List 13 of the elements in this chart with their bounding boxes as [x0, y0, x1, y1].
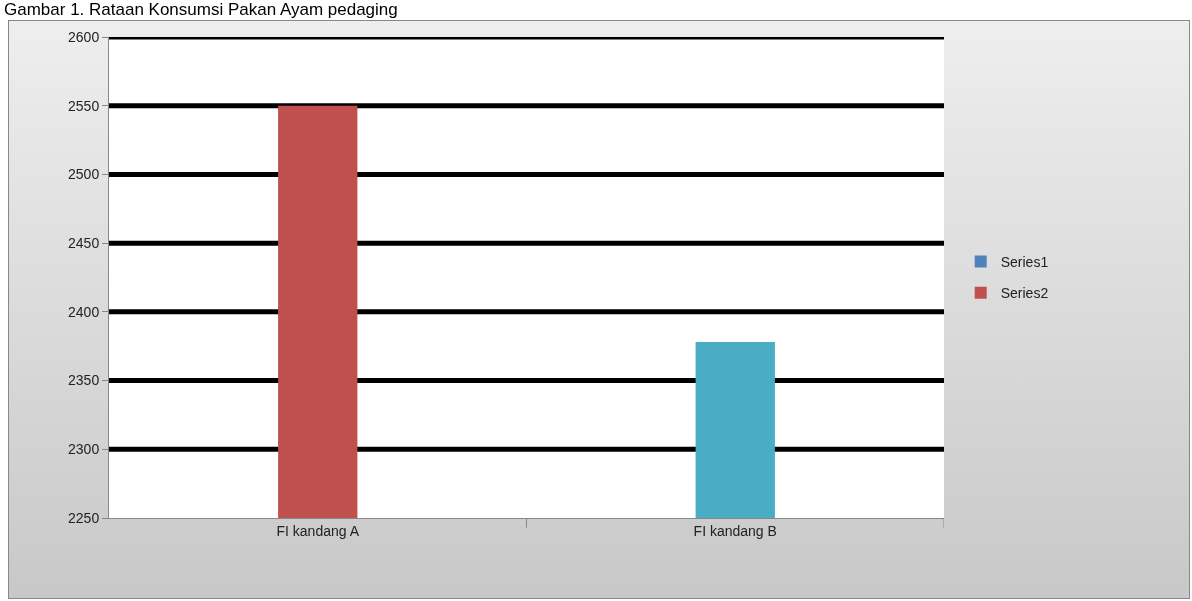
- y-tick-label: 2450: [68, 235, 100, 252]
- y-tick-label: 2550: [68, 97, 100, 114]
- legend-label: Series2: [1000, 285, 1049, 302]
- y-tick-label: 2500: [68, 166, 100, 183]
- y-tick-label: 2300: [68, 441, 100, 458]
- y-tick-label: 2250: [68, 509, 100, 526]
- y-tick-label: 2600: [68, 28, 100, 45]
- y-tick-label: 2400: [68, 303, 100, 320]
- y-tick-label: 2350: [68, 372, 100, 389]
- legend-label: Series1: [1000, 254, 1049, 271]
- chart-title: Gambar 1. Rataan Konsumsi Pakan Ayam pedaging: [4, 0, 398, 20]
- x-tick-label: FI kandang A: [276, 522, 360, 539]
- x-tick-label: FI kandang B: [693, 522, 777, 539]
